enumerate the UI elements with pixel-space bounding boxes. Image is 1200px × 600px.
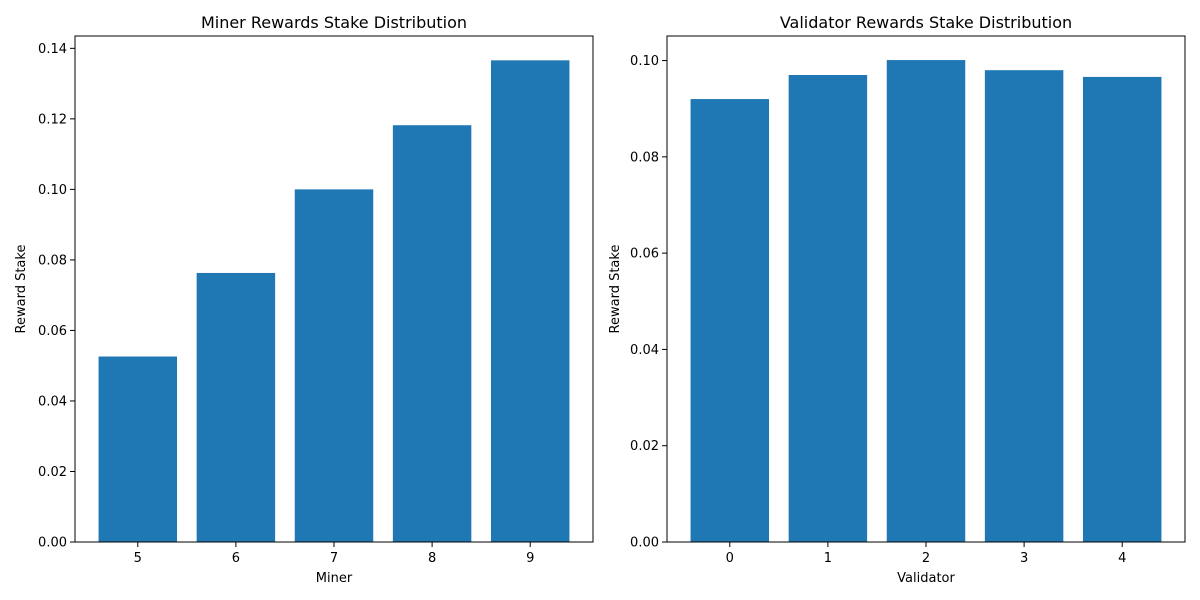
miner-bar-8 [392, 125, 472, 543]
validator-y-axis: 0.00 0.02 0.04 0.06 0.08 0.10 [630, 54, 667, 551]
validator-chart-title: Validator Rewards Stake Distribution [780, 13, 1072, 32]
validator-x-tick-label: 2 [922, 551, 930, 566]
miner-bar-7 [294, 189, 374, 542]
validator-bar-3 [984, 70, 1064, 543]
validator-x-axis-label: Validator [897, 571, 955, 586]
miner-x-axis: 5 6 7 8 9 [134, 542, 534, 566]
miner-chart-title: Miner Rewards Stake Distribution [201, 13, 467, 32]
miner-y-tick-label: 0.02 [38, 465, 67, 480]
miner-bars [98, 60, 570, 543]
validator-x-axis: 0 1 2 3 4 [726, 542, 1126, 566]
miner-plot-frame [74, 35, 594, 543]
miner-y-tick-label: 0.00 [38, 536, 67, 551]
miner-x-tick-label: 5 [134, 551, 142, 566]
miner-y-axis-label: Reward Stake [14, 245, 29, 334]
validator-y-tick-label: 0.08 [630, 150, 659, 165]
validator-plot-frame [666, 35, 1186, 543]
validator-y-tick-label: 0.10 [630, 54, 659, 69]
miner-y-tick-label: 0.06 [38, 324, 67, 339]
validator-y-tick-label: 0.02 [630, 439, 659, 454]
validator-x-tick-label: 3 [1020, 551, 1028, 566]
validator-y-axis-label: Reward Stake [608, 245, 623, 334]
validator-bars [690, 60, 1162, 543]
miner-bar-6 [196, 272, 276, 542]
miner-y-tick-label: 0.12 [38, 112, 67, 127]
validator-y-tick-label: 0.04 [630, 343, 659, 358]
miner-bar-9 [490, 60, 570, 542]
miner-x-axis-label: Miner [316, 571, 353, 586]
validator-y-tick-label: 0.00 [630, 536, 659, 551]
validator-bar-2 [886, 60, 966, 542]
validator-bar-4 [1082, 76, 1162, 543]
miner-x-tick-label: 8 [428, 551, 436, 566]
validator-x-tick-label: 0 [726, 551, 734, 566]
miner-y-tick-label: 0.10 [38, 183, 67, 198]
miner-x-tick-label: 7 [330, 551, 338, 566]
validator-y-tick-label: 0.06 [630, 247, 659, 262]
validator-x-tick-label: 1 [824, 551, 832, 566]
validator-bar-0 [690, 99, 770, 542]
miner-bar-5 [98, 356, 178, 542]
validator-bar-1 [788, 75, 868, 542]
miner-x-tick-label: 9 [526, 551, 534, 566]
validator-x-tick-label: 4 [1118, 551, 1126, 566]
miner-x-tick-label: 6 [232, 551, 240, 566]
miner-y-tick-label: 0.08 [38, 253, 67, 268]
miner-chart: Miner Rewards Stake Distribution 0.000.0… [14, 13, 594, 586]
miner-y-tick-label: 0.14 [38, 42, 67, 57]
validator-chart: Validator Rewards Stake Distribution 0.0… [608, 13, 1186, 586]
miner-y-tick-label: 0.04 [38, 394, 67, 409]
miner-y-axis: 0.00 0.02 0.04 0.06 0.08 0.10 0.12 0.14 [38, 42, 75, 551]
